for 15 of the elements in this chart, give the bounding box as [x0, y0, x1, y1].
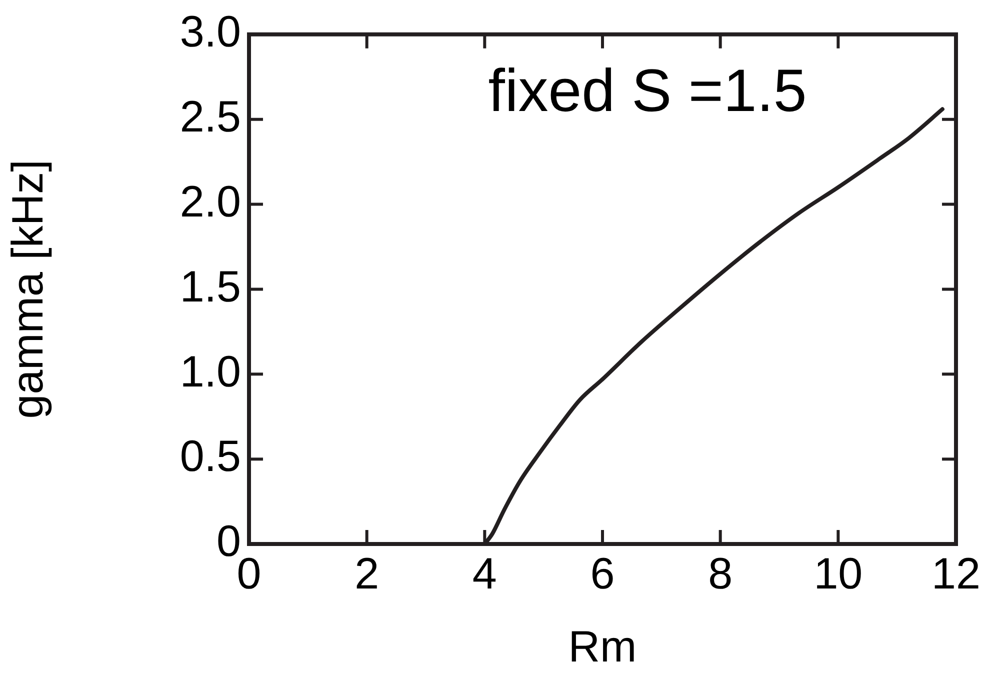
- y-tick-label: 1.5: [180, 262, 241, 312]
- x-tick-label: 10: [814, 550, 863, 599]
- x-tick-label: 8: [708, 550, 733, 599]
- x-tick-label: 4: [472, 550, 497, 599]
- x-tick-label: 12: [932, 550, 980, 599]
- y-tick-label: 2.0: [180, 177, 241, 226]
- x-tick-label: 2: [354, 550, 380, 599]
- x-tick-label: 6: [590, 550, 615, 599]
- y-tick-label: 1.0: [180, 347, 241, 396]
- annotation: fixed S =1.5: [488, 56, 807, 124]
- y-tick-label: 3.0: [180, 8, 241, 57]
- y-tick-label: 2.5: [180, 92, 241, 142]
- x-axis-title: Rm: [568, 622, 637, 672]
- y-axis-title: gamma [kHz]: [4, 160, 53, 419]
- y-tick-label: 0.5: [180, 432, 241, 482]
